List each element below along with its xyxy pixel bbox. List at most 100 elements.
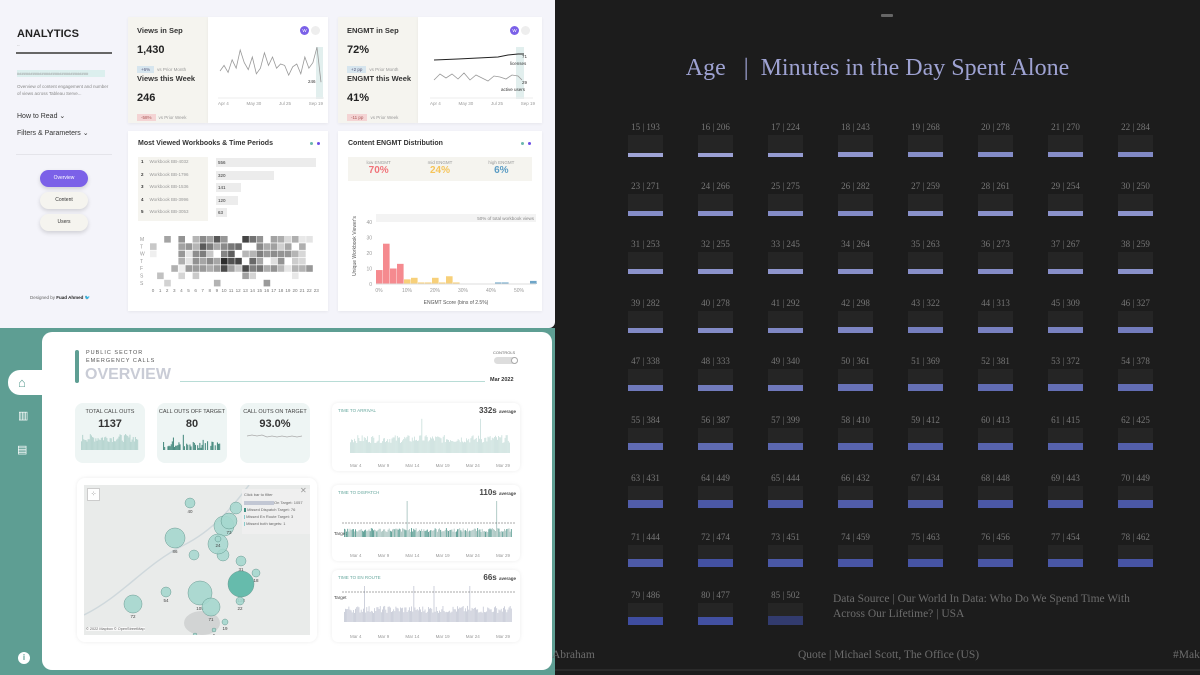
age-cell[interactable]: 34 | 264 — [838, 239, 873, 274]
age-cell[interactable]: 48 | 333 — [698, 356, 733, 391]
age-cell[interactable]: 66 | 432 — [838, 473, 873, 508]
age-cell[interactable]: 59 | 412 — [908, 415, 943, 450]
age-cell[interactable]: 50 | 361 — [838, 356, 873, 391]
map-select-icon[interactable]: ⁘ — [87, 488, 100, 501]
workbook-bar[interactable]: 320 — [216, 170, 274, 180]
legend-missed-both[interactable]: Missed both targets: 1 — [244, 521, 310, 526]
legend-on-target[interactable]: On Target: 1057 — [244, 500, 310, 505]
age-cell[interactable]: 72 | 474 — [698, 532, 733, 567]
age-cell[interactable]: 17 | 224 — [768, 122, 803, 157]
age-cell[interactable]: 46 | 327 — [1118, 298, 1153, 333]
age-cell[interactable]: 37 | 267 — [1048, 239, 1083, 274]
workbook-bar[interactable]: 63 — [216, 208, 228, 217]
age-cell[interactable]: 56 | 387 — [698, 415, 733, 450]
page-dot[interactable] — [310, 142, 313, 145]
age-cell[interactable]: 20 | 278 — [978, 122, 1013, 157]
nav-users-button[interactable]: Users — [40, 214, 88, 231]
age-cell[interactable]: 18 | 243 — [838, 122, 873, 157]
age-cell[interactable]: 77 | 454 — [1048, 532, 1083, 567]
controls-toggle[interactable] — [494, 357, 518, 364]
age-cell[interactable]: 42 | 298 — [838, 298, 873, 333]
age-cell[interactable]: 47 | 338 — [628, 356, 663, 391]
age-cell[interactable]: 61 | 415 — [1048, 415, 1083, 450]
legend-missed-en-route[interactable]: Missed En Route Target: 3 — [244, 514, 310, 519]
page-dot-active[interactable] — [317, 142, 320, 145]
age-cell[interactable]: 76 | 456 — [978, 532, 1013, 567]
age-cell[interactable]: 27 | 259 — [908, 181, 943, 216]
bar-chart-icon[interactable]: ▥ — [18, 410, 29, 422]
age-cell[interactable]: 16 | 206 — [698, 122, 733, 157]
workbook-row[interactable]: 1 Workbook BB-4032 — [141, 159, 188, 164]
workbook-row[interactable]: 4 Workbook BB-3996 — [141, 197, 188, 202]
age-cell[interactable]: 75 | 463 — [908, 532, 943, 567]
info-icon[interactable]: i — [18, 652, 30, 664]
drag-handle[interactable] — [881, 14, 893, 17]
age-cell[interactable]: 31 | 253 — [628, 239, 663, 274]
age-cell[interactable]: 45 | 309 — [1048, 298, 1083, 333]
age-cell[interactable]: 57 | 399 — [768, 415, 803, 450]
age-cell[interactable]: 52 | 381 — [978, 356, 1013, 391]
age-cell[interactable]: 63 | 431 — [628, 473, 663, 508]
age-cell[interactable]: 32 | 255 — [698, 239, 733, 274]
age-cell[interactable]: 64 | 449 — [698, 473, 733, 508]
age-cell[interactable]: 62 | 425 — [1118, 415, 1153, 450]
age-cell[interactable]: 49 | 340 — [768, 356, 803, 391]
workbook-row[interactable]: 2 Workbook BB-1796 — [141, 172, 188, 177]
age-cell[interactable]: 35 | 263 — [908, 239, 943, 274]
age-cell[interactable]: 68 | 448 — [978, 473, 1013, 508]
legend-missed-dispatch[interactable]: Missed Dispatch Target: 76 — [244, 507, 310, 512]
age-cell[interactable]: 28 | 261 — [978, 181, 1013, 216]
workbook-bar[interactable]: 556 — [216, 158, 316, 167]
age-cell[interactable]: 73 | 451 — [768, 532, 803, 567]
age-cell[interactable]: 25 | 275 — [768, 181, 803, 216]
age-cell[interactable]: 36 | 273 — [978, 239, 1013, 274]
age-cell[interactable]: 79 | 486 — [628, 590, 663, 625]
age-cell[interactable]: 85 | 502 — [768, 590, 803, 625]
nav-content-button[interactable]: Content — [40, 192, 88, 209]
author-link[interactable]: Fuad Ahmed — [56, 295, 84, 300]
age-cell[interactable]: 44 | 313 — [978, 298, 1013, 333]
age-cell[interactable]: 53 | 372 — [1048, 356, 1083, 391]
monthly-toggle[interactable] — [311, 26, 320, 35]
age-cell[interactable]: 71 | 444 — [628, 532, 663, 567]
age-cell[interactable]: 38 | 259 — [1118, 239, 1153, 274]
age-cell[interactable]: 29 | 254 — [1048, 181, 1083, 216]
close-icon[interactable]: ✕ — [300, 486, 307, 495]
age-cell[interactable]: 65 | 444 — [768, 473, 803, 508]
weekly-toggle[interactable]: W — [510, 26, 519, 35]
age-cell[interactable]: 19 | 268 — [908, 122, 943, 157]
age-cell[interactable]: 15 | 193 — [628, 122, 663, 157]
nav-overview-button[interactable]: Overview — [40, 170, 88, 187]
age-cell[interactable]: 39 | 282 — [628, 298, 663, 333]
workbook-row[interactable]: 3 Workbook BB-1536 — [141, 184, 188, 189]
how-to-read-toggle[interactable]: How to Read ⌄ — [17, 112, 65, 120]
age-cell[interactable]: 41 | 292 — [768, 298, 803, 333]
nav-home-tab[interactable]: ⌂ — [8, 370, 44, 395]
age-cell[interactable]: 43 | 322 — [908, 298, 943, 333]
age-cell[interactable]: 80 | 477 — [698, 590, 733, 625]
age-cell[interactable]: 51 | 369 — [908, 356, 943, 391]
age-cell[interactable]: 70 | 449 — [1118, 473, 1153, 508]
workbook-bar[interactable]: 120 — [216, 195, 238, 205]
monthly-toggle[interactable] — [521, 26, 530, 35]
age-cell[interactable]: 60 | 413 — [978, 415, 1013, 450]
age-cell[interactable]: 69 | 443 — [1048, 473, 1083, 508]
twitter-icon[interactable]: 🐦 — [84, 295, 91, 300]
age-cell[interactable]: 23 | 271 — [628, 181, 663, 216]
age-cell[interactable]: 78 | 462 — [1118, 532, 1153, 567]
age-cell[interactable]: 54 | 378 — [1118, 356, 1153, 391]
list-icon[interactable]: ▤ — [17, 444, 28, 456]
age-cell[interactable]: 26 | 282 — [838, 181, 873, 216]
age-cell[interactable]: 24 | 266 — [698, 181, 733, 216]
workbook-row[interactable]: 5 Workbook BB-3053 — [141, 209, 188, 214]
page-dot[interactable] — [521, 142, 524, 145]
age-cell[interactable]: 21 | 270 — [1048, 122, 1083, 157]
age-cell[interactable]: 55 | 384 — [628, 415, 663, 450]
age-cell[interactable]: 67 | 434 — [908, 473, 943, 508]
age-cell[interactable]: 40 | 278 — [698, 298, 733, 333]
age-cell[interactable]: 30 | 250 — [1118, 181, 1153, 216]
age-cell[interactable]: 22 | 284 — [1118, 122, 1153, 157]
page-dot-active[interactable] — [528, 142, 531, 145]
age-cell[interactable]: 74 | 459 — [838, 532, 873, 567]
workbook-bar[interactable]: 141 — [216, 183, 242, 192]
